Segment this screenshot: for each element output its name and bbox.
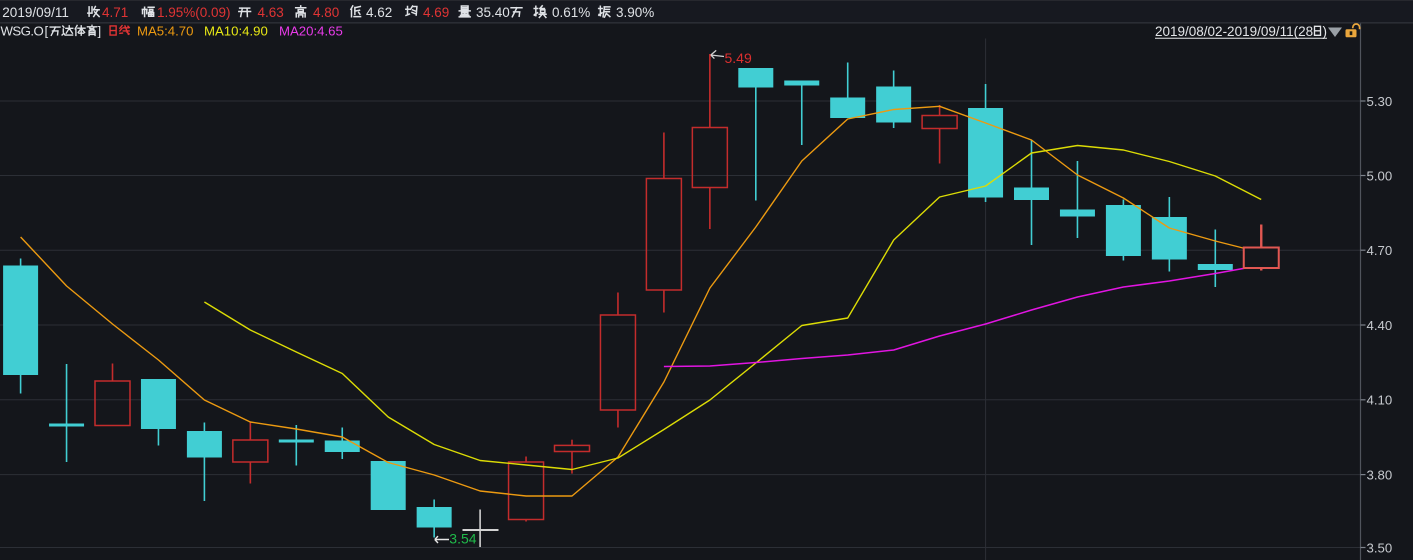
svg-text:MA5:4.70: MA5:4.70	[137, 24, 193, 39]
svg-text:1.95%(0.09): 1.95%(0.09)	[157, 5, 231, 20]
svg-text:3.90%: 3.90%	[616, 5, 654, 20]
svg-text:4.69: 4.69	[423, 5, 449, 20]
svg-text:WSG.O: WSG.O	[1, 24, 44, 39]
svg-text:0.61%: 0.61%	[552, 5, 590, 20]
svg-text:4.71: 4.71	[102, 5, 128, 20]
svg-text:4.40: 4.40	[1367, 318, 1393, 333]
svg-text:]: ]	[98, 24, 102, 39]
svg-text:2019/09/11: 2019/09/11	[2, 5, 69, 20]
svg-text:35.40: 35.40	[476, 5, 510, 20]
svg-text:MA10:4.90: MA10:4.90	[204, 24, 268, 39]
svg-text:4.62: 4.62	[366, 5, 392, 20]
svg-text:4.70: 4.70	[1367, 243, 1393, 258]
svg-text:3.54: 3.54	[449, 531, 476, 547]
svg-text:4.80: 4.80	[313, 5, 339, 20]
svg-text:3.50: 3.50	[1367, 540, 1393, 555]
svg-text:4.10: 4.10	[1367, 393, 1393, 408]
svg-text:4.63: 4.63	[258, 5, 284, 20]
svg-text:MA20:4.65: MA20:4.65	[279, 24, 343, 39]
svg-text:5.49: 5.49	[725, 50, 752, 66]
svg-text:2019/08/02-2019/09/11(28: 2019/08/02-2019/09/11(28	[1155, 24, 1313, 39]
svg-text:5.30: 5.30	[1367, 94, 1393, 109]
svg-text:): )	[1323, 24, 1328, 39]
svg-text:3.80: 3.80	[1367, 467, 1393, 482]
svg-text:5.00: 5.00	[1367, 168, 1393, 183]
svg-text:[: [	[45, 24, 49, 39]
